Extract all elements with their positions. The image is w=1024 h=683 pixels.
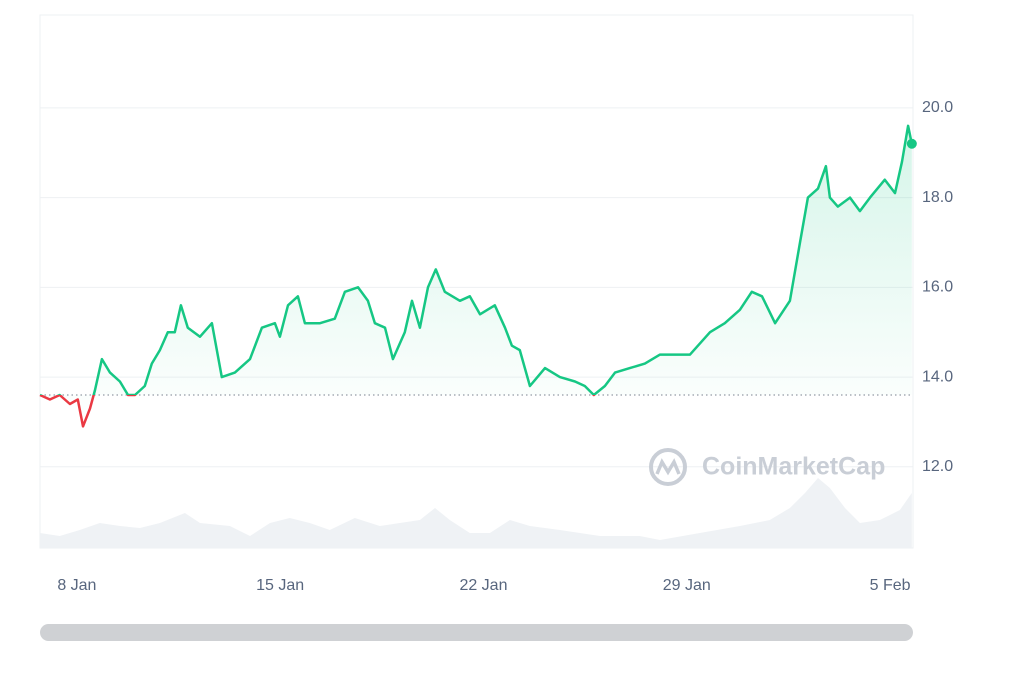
x-tick-label: 22 Jan [459,577,507,594]
volume-area [40,478,912,548]
y-tick-label: 14.0 [922,368,953,385]
y-tick-label: 16.0 [922,279,953,296]
x-tick-label: 8 Jan [57,577,96,594]
y-tick-label: 18.0 [922,189,953,206]
y-tick-label: 12.0 [922,458,953,475]
price-area [40,125,912,427]
watermark-logo [649,448,687,486]
y-tick-label: 20.0 [922,99,953,116]
watermark-logo-mark [655,458,681,476]
watermark: CoinMarketCap [702,453,885,481]
last-point [906,138,917,149]
price-line [39,124,914,428]
scrollbar[interactable] [40,624,913,641]
x-tick-label: 29 Jan [663,577,711,594]
x-tick-label: 5 Feb [870,577,911,594]
x-tick-label: 15 Jan [256,577,304,594]
